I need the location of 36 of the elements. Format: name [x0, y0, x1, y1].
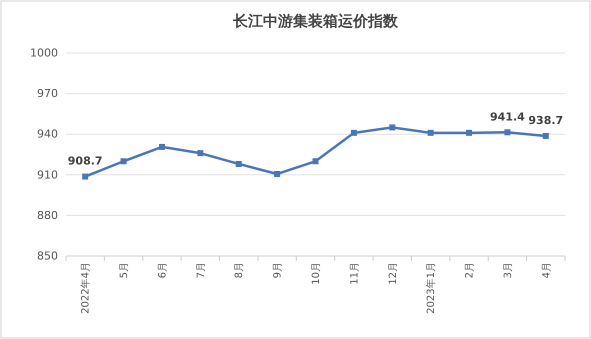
x-tick-label: 12月 [388, 262, 399, 285]
point [389, 124, 396, 130]
data-label: 941.4 [490, 110, 526, 124]
point [428, 130, 434, 136]
x-tick-label: 11月 [349, 262, 360, 285]
y-tick-label: 1000 [30, 46, 58, 60]
chart-title: 长江中游集装箱运价指数 [232, 12, 399, 30]
x-tick-label: 6月 [157, 262, 168, 278]
x-tick-label: 10月 [311, 262, 322, 285]
x-tick-label: 2023年1月 [425, 262, 438, 314]
x-tick-label: 9月 [272, 262, 284, 278]
y-tick-label: 940 [37, 128, 58, 141]
data-label: 908.7 [68, 154, 103, 168]
y-tick-label: 880 [37, 208, 58, 222]
point [312, 158, 318, 164]
point [466, 130, 472, 136]
x-tick-label: 2月 [464, 262, 476, 278]
point [197, 150, 204, 156]
point [274, 170, 280, 177]
y-tick-label: 970 [37, 87, 58, 100]
y-tick-label: 910 [37, 168, 58, 182]
point [542, 132, 549, 139]
point [120, 158, 127, 164]
x-tick-label: 4月 [541, 262, 552, 278]
point [82, 174, 88, 180]
point [236, 160, 242, 167]
data-label: 938.7 [528, 114, 564, 127]
x-tick-label: 8月 [234, 262, 246, 278]
x-tick-label: 2022年4月 [80, 262, 92, 314]
y-tick-label: 850 [37, 250, 58, 263]
x-tick-label: 5月 [119, 262, 130, 278]
point [504, 129, 510, 136]
point [158, 144, 165, 150]
x-tick-label: 7月 [196, 262, 207, 278]
x-tick-label: 3月 [502, 262, 514, 278]
point [350, 130, 357, 136]
